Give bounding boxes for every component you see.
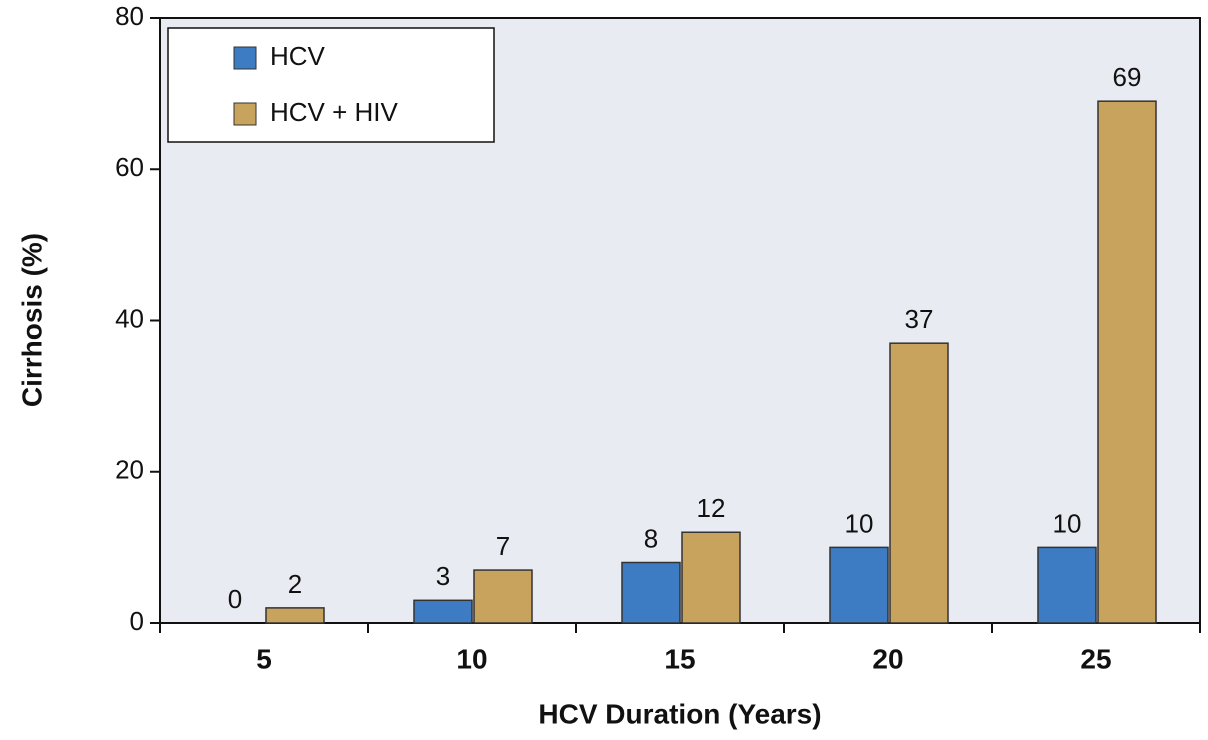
y-tick-label: 60 — [115, 152, 144, 182]
bar — [621, 561, 681, 624]
bar — [413, 599, 473, 624]
value-label: 10 — [1053, 508, 1082, 538]
x-tick-label: 25 — [1080, 643, 1111, 674]
legend-label: HCV — [270, 41, 326, 71]
bar — [473, 569, 533, 624]
value-label: 0 — [228, 584, 242, 614]
bar — [889, 342, 949, 624]
value-label: 7 — [496, 531, 510, 561]
bar — [1037, 546, 1097, 624]
x-tick-label: 10 — [456, 643, 487, 674]
legend-swatch — [233, 102, 257, 126]
bar — [1097, 100, 1157, 624]
legend-box — [167, 27, 495, 143]
legend-swatch — [233, 46, 257, 70]
value-label: 2 — [288, 569, 302, 599]
y-tick-label: 40 — [115, 303, 144, 333]
bar — [829, 546, 889, 624]
y-tick-label: 80 — [115, 1, 144, 31]
legend-label: HCV + HIV — [270, 97, 399, 127]
x-tick-label: 15 — [664, 643, 695, 674]
value-label: 10 — [845, 508, 874, 538]
y-tick-label: 20 — [115, 455, 144, 485]
value-label: 12 — [697, 493, 726, 523]
value-label: 37 — [905, 304, 934, 334]
x-axis-title: HCV Duration (Years) — [538, 698, 821, 729]
value-label: 69 — [1113, 62, 1142, 92]
bar — [265, 607, 325, 624]
value-label: 3 — [436, 561, 450, 591]
y-axis-title: Cirrhosis (%) — [16, 233, 47, 407]
x-tick-label: 5 — [256, 643, 272, 674]
bar — [681, 531, 741, 624]
value-label: 8 — [644, 523, 658, 553]
y-tick-label: 0 — [130, 606, 144, 636]
x-tick-label: 20 — [872, 643, 903, 674]
